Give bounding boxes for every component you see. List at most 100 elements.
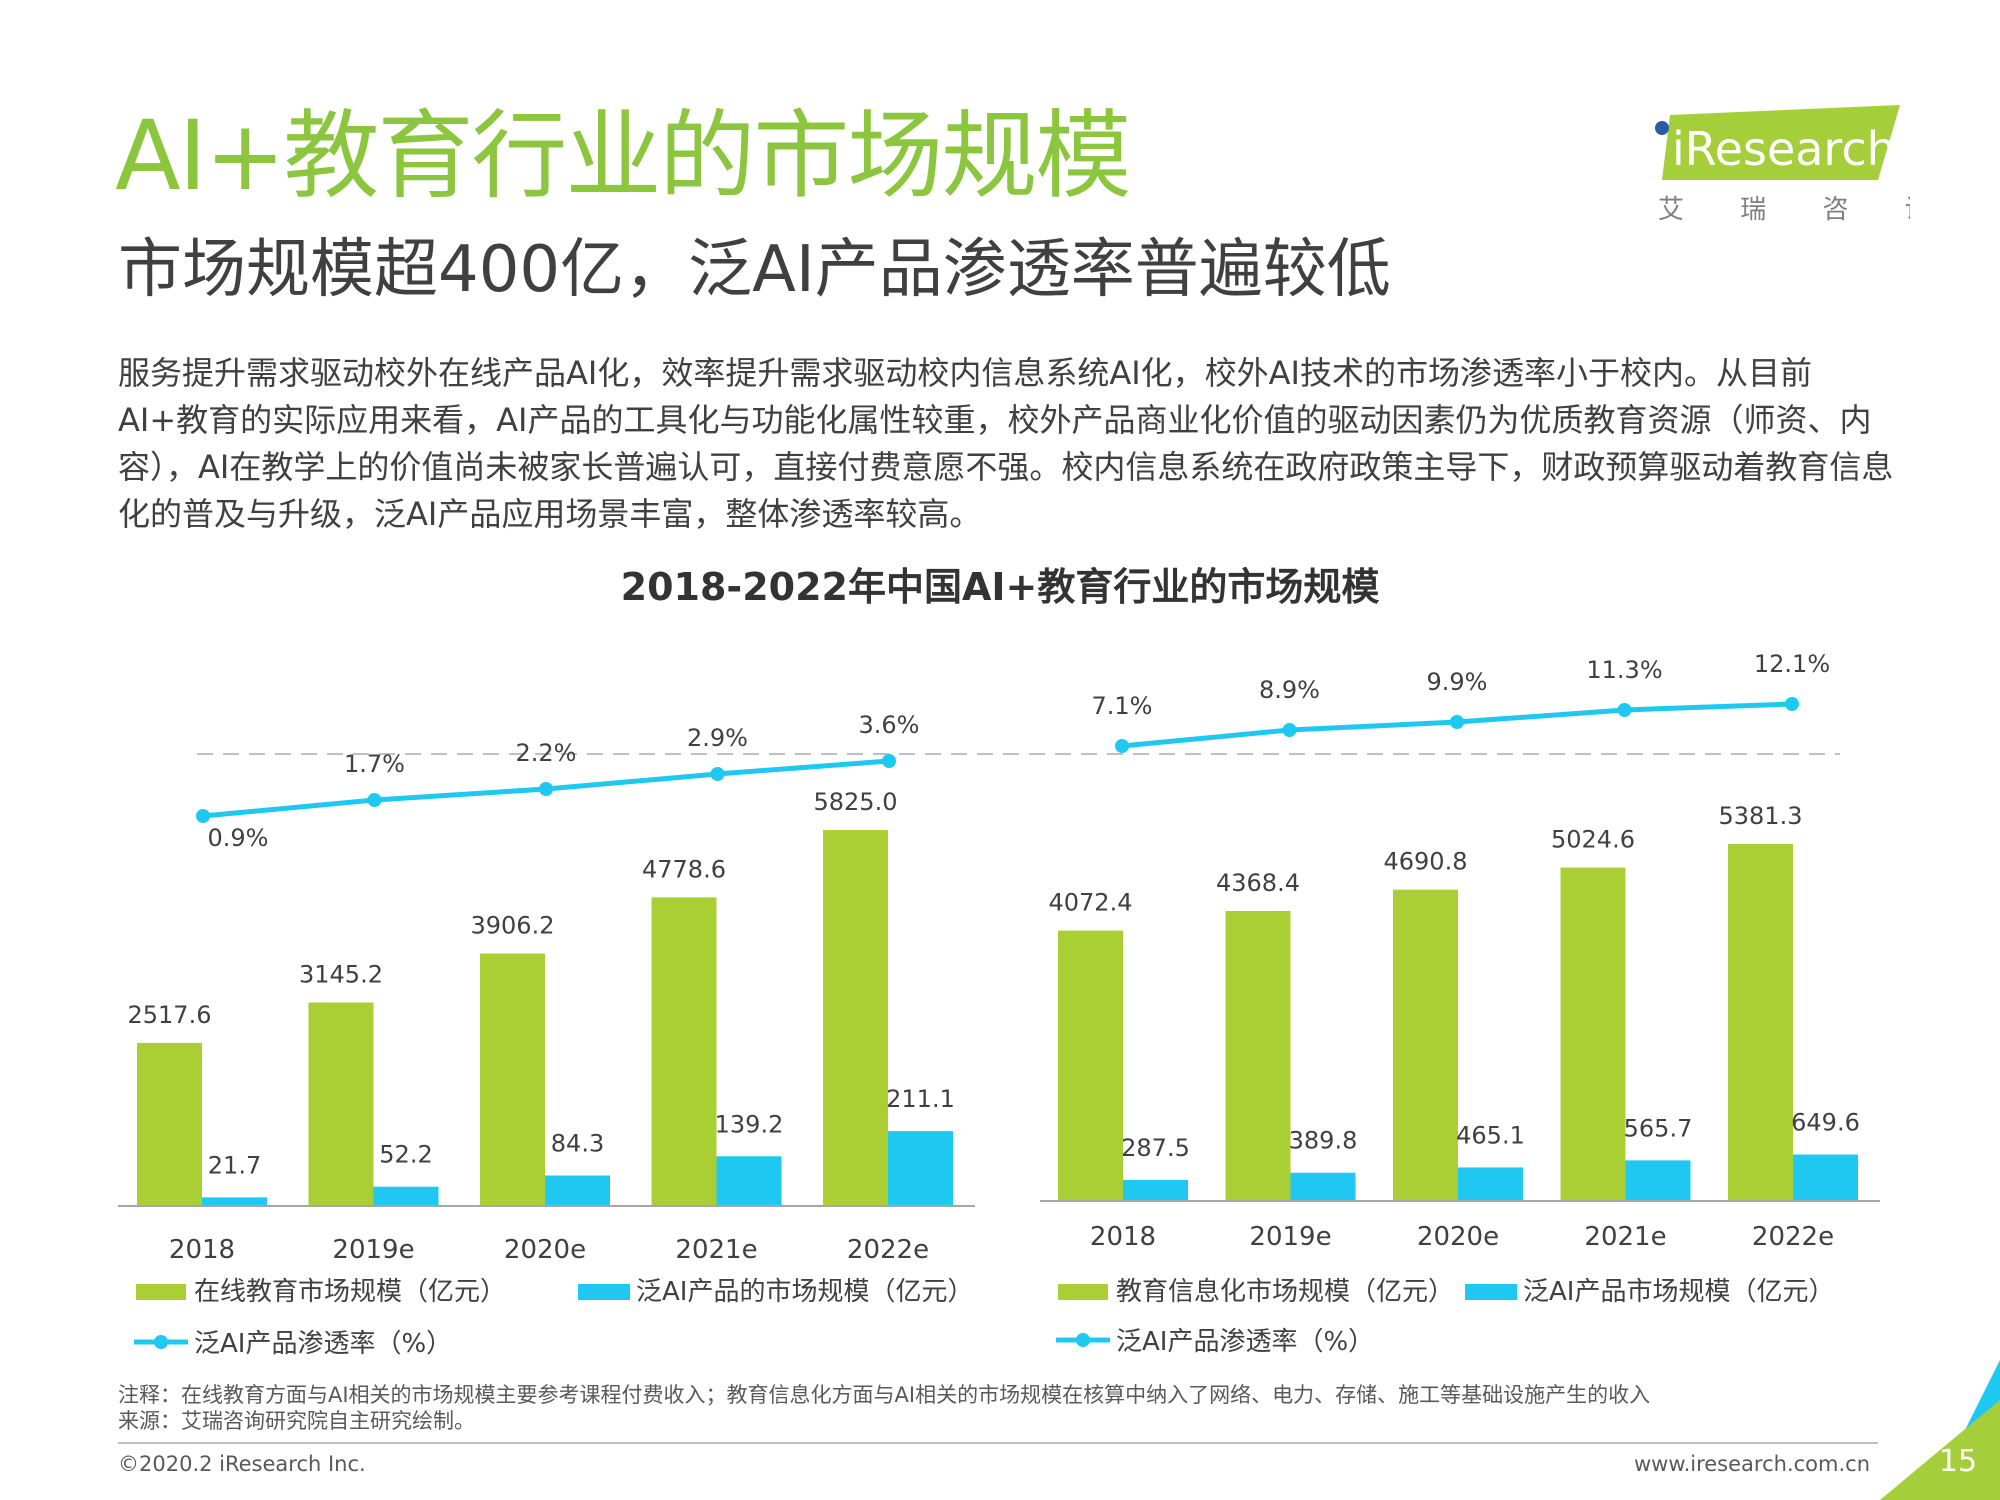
bar-label-ai: 565.7 bbox=[1624, 1114, 1693, 1142]
bar-label-ai: 211.1 bbox=[886, 1085, 955, 1113]
penetration-label: 2.9% bbox=[687, 724, 748, 752]
bar-label-main: 4778.6 bbox=[642, 855, 726, 883]
legend-swatch-main bbox=[136, 1284, 186, 1300]
legend-label-main: 在线教育市场规模（亿元） bbox=[194, 1277, 506, 1307]
legend-swatch-main bbox=[1058, 1284, 1108, 1300]
tick-label-2021e: 2021e bbox=[1584, 1222, 1666, 1252]
bar-2018-main bbox=[137, 1042, 202, 1205]
penetration-label: 1.7% bbox=[344, 750, 405, 778]
bar-label-main: 4072.4 bbox=[1049, 889, 1133, 917]
penetration-point bbox=[1450, 715, 1464, 729]
penetration-point bbox=[1282, 723, 1297, 737]
bar-2019e-ai bbox=[1290, 1172, 1356, 1200]
legend-swatch-ai bbox=[578, 1284, 630, 1300]
bar-2021e-ai bbox=[1625, 1160, 1691, 1200]
tick-label-2021e: 2021e bbox=[675, 1235, 757, 1265]
notes-block: 注释：在线教育方面与AI相关的市场规模主要参考课程付费收入；教育信息化方面与AI… bbox=[118, 1382, 1650, 1434]
penetration-point bbox=[367, 793, 382, 807]
tick-label-2020e: 2020e bbox=[1417, 1222, 1499, 1252]
tick-label-2022e: 2022e bbox=[847, 1235, 929, 1265]
chart-title: 2018-2022年中国AI+教育行业的市场规模 bbox=[620, 565, 1380, 609]
bar-label-main: 3906.2 bbox=[471, 912, 555, 940]
legend-swatch-ai bbox=[1465, 1284, 1517, 1300]
bar-2018-ai bbox=[1123, 1179, 1188, 1200]
penetration-point bbox=[1115, 739, 1129, 753]
tick-label-2018: 2018 bbox=[1090, 1222, 1156, 1252]
bar-2022e-main bbox=[1728, 844, 1793, 1200]
bar-2019e-main bbox=[308, 1002, 374, 1205]
source-text: 来源：艾瑞咨询研究院自主研究绘制。 bbox=[118, 1409, 475, 1433]
bar-2022e-ai bbox=[888, 1131, 953, 1205]
bar-2021e-main bbox=[1560, 867, 1626, 1200]
bar-label-ai: 465.1 bbox=[1456, 1121, 1525, 1149]
bar-label-ai: 21.7 bbox=[208, 1151, 261, 1179]
penetration-label: 12.1% bbox=[1754, 650, 1830, 678]
page-number: 15 bbox=[1938, 1444, 1978, 1479]
bar-2020e-main bbox=[480, 953, 545, 1205]
note-text: 注释：在线教育方面与AI相关的市场规模主要参考课程付费收入；教育信息化方面与AI… bbox=[118, 1383, 1651, 1407]
bar-2019e-ai bbox=[373, 1186, 439, 1205]
bar-2018-ai bbox=[202, 1197, 267, 1205]
penetration-label: 2.2% bbox=[516, 739, 577, 767]
page-subtitle: 市场规模超400亿，泛AI产品渗透率普遍较低 bbox=[118, 233, 1391, 307]
bar-2021e-main bbox=[651, 897, 717, 1205]
copyright: ©2020.2 iResearch Inc. bbox=[118, 1452, 366, 1476]
penetration-label: 0.9% bbox=[208, 824, 269, 852]
footer-divider bbox=[118, 1442, 1878, 1444]
tick-label-2018: 2018 bbox=[169, 1235, 235, 1265]
bar-2021e-ai bbox=[716, 1156, 782, 1205]
bar-2022e-main bbox=[823, 830, 888, 1205]
penetration-point bbox=[539, 782, 553, 796]
bar-2020e-main bbox=[1393, 889, 1458, 1200]
penetration-label: 7.1% bbox=[1092, 692, 1153, 720]
bar-label-main: 5825.0 bbox=[814, 788, 898, 816]
bar-label-ai: 139.2 bbox=[715, 1110, 784, 1138]
bar-label-ai: 52.2 bbox=[379, 1141, 432, 1169]
legend-label-ai: 泛AI产品市场规模（亿元） bbox=[1523, 1277, 1834, 1307]
chart-online-education: 2517.6 21.7 2018 3145.2 52.2 2019e 3906.2 84.3 2… bbox=[118, 711, 975, 1359]
website-link[interactable]: www.iresearch.com.cn bbox=[1633, 1452, 1870, 1476]
bar-label-main: 3145.2 bbox=[299, 961, 383, 989]
penetration-point bbox=[710, 767, 725, 781]
bar-label-ai: 287.5 bbox=[1121, 1134, 1190, 1162]
bar-label-main: 5024.6 bbox=[1551, 826, 1635, 854]
bar-label-main: 2517.6 bbox=[128, 1001, 212, 1029]
penetration-point bbox=[196, 809, 210, 823]
chart-education-informatization: 4072.4 287.5 2018 4368.4 389.8 2019e 4690.8 465… bbox=[1040, 650, 1880, 1357]
penetration-point bbox=[1617, 703, 1632, 717]
legend-swatch-dot bbox=[1076, 1333, 1090, 1347]
bar-2020e-ai bbox=[1458, 1167, 1523, 1200]
tick-label-2020e: 2020e bbox=[504, 1235, 586, 1265]
bar-2019e-main bbox=[1225, 911, 1291, 1200]
iresearch-logo: iResearch 艾 瑞 咨 询 bbox=[1655, 105, 1910, 225]
summary-paragraph: 服务提升需求驱动校外在线产品AI化，效率提升需求驱动校内信息系统AI化，校外AI… bbox=[118, 354, 1894, 533]
tick-label-2022e: 2022e bbox=[1752, 1222, 1834, 1252]
bar-label-ai: 84.3 bbox=[551, 1129, 604, 1157]
corner-decoration bbox=[1880, 1360, 2000, 1500]
bar-label-main: 4368.4 bbox=[1216, 869, 1300, 897]
legend-label-line: 泛AI产品渗透率（%） bbox=[1116, 1327, 1374, 1357]
legend-label-main: 教育信息化市场规模（亿元） bbox=[1116, 1277, 1454, 1307]
penetration-label: 11.3% bbox=[1586, 656, 1662, 684]
bar-2022e-ai bbox=[1793, 1154, 1858, 1200]
bar-label-main: 4690.8 bbox=[1384, 848, 1468, 876]
bar-2020e-ai bbox=[545, 1175, 610, 1205]
logo-brand: iResearch bbox=[1672, 122, 1896, 176]
legend-swatch-dot bbox=[154, 1335, 168, 1349]
legend-label-line: 泛AI产品渗透率（%） bbox=[194, 1329, 452, 1359]
legend-label-ai: 泛AI产品的市场规模（亿元） bbox=[636, 1277, 973, 1307]
penetration-label: 9.9% bbox=[1427, 668, 1488, 696]
bar-2018-main bbox=[1058, 930, 1123, 1200]
logo-tagline: 艾 瑞 咨 询 bbox=[1658, 195, 1910, 225]
bar-label-ai: 649.6 bbox=[1791, 1109, 1860, 1137]
bar-label-main: 5381.3 bbox=[1719, 802, 1803, 830]
tick-label-2019e: 2019e bbox=[1249, 1222, 1331, 1252]
page-title: AI+教育行业的市场规模 bbox=[115, 100, 1131, 212]
penetration-point bbox=[882, 754, 896, 768]
penetration-point bbox=[1785, 697, 1799, 711]
bar-label-ai: 389.8 bbox=[1289, 1127, 1358, 1155]
penetration-label: 3.6% bbox=[859, 711, 920, 739]
penetration-label: 8.9% bbox=[1259, 676, 1320, 704]
tick-label-2019e: 2019e bbox=[332, 1235, 414, 1265]
